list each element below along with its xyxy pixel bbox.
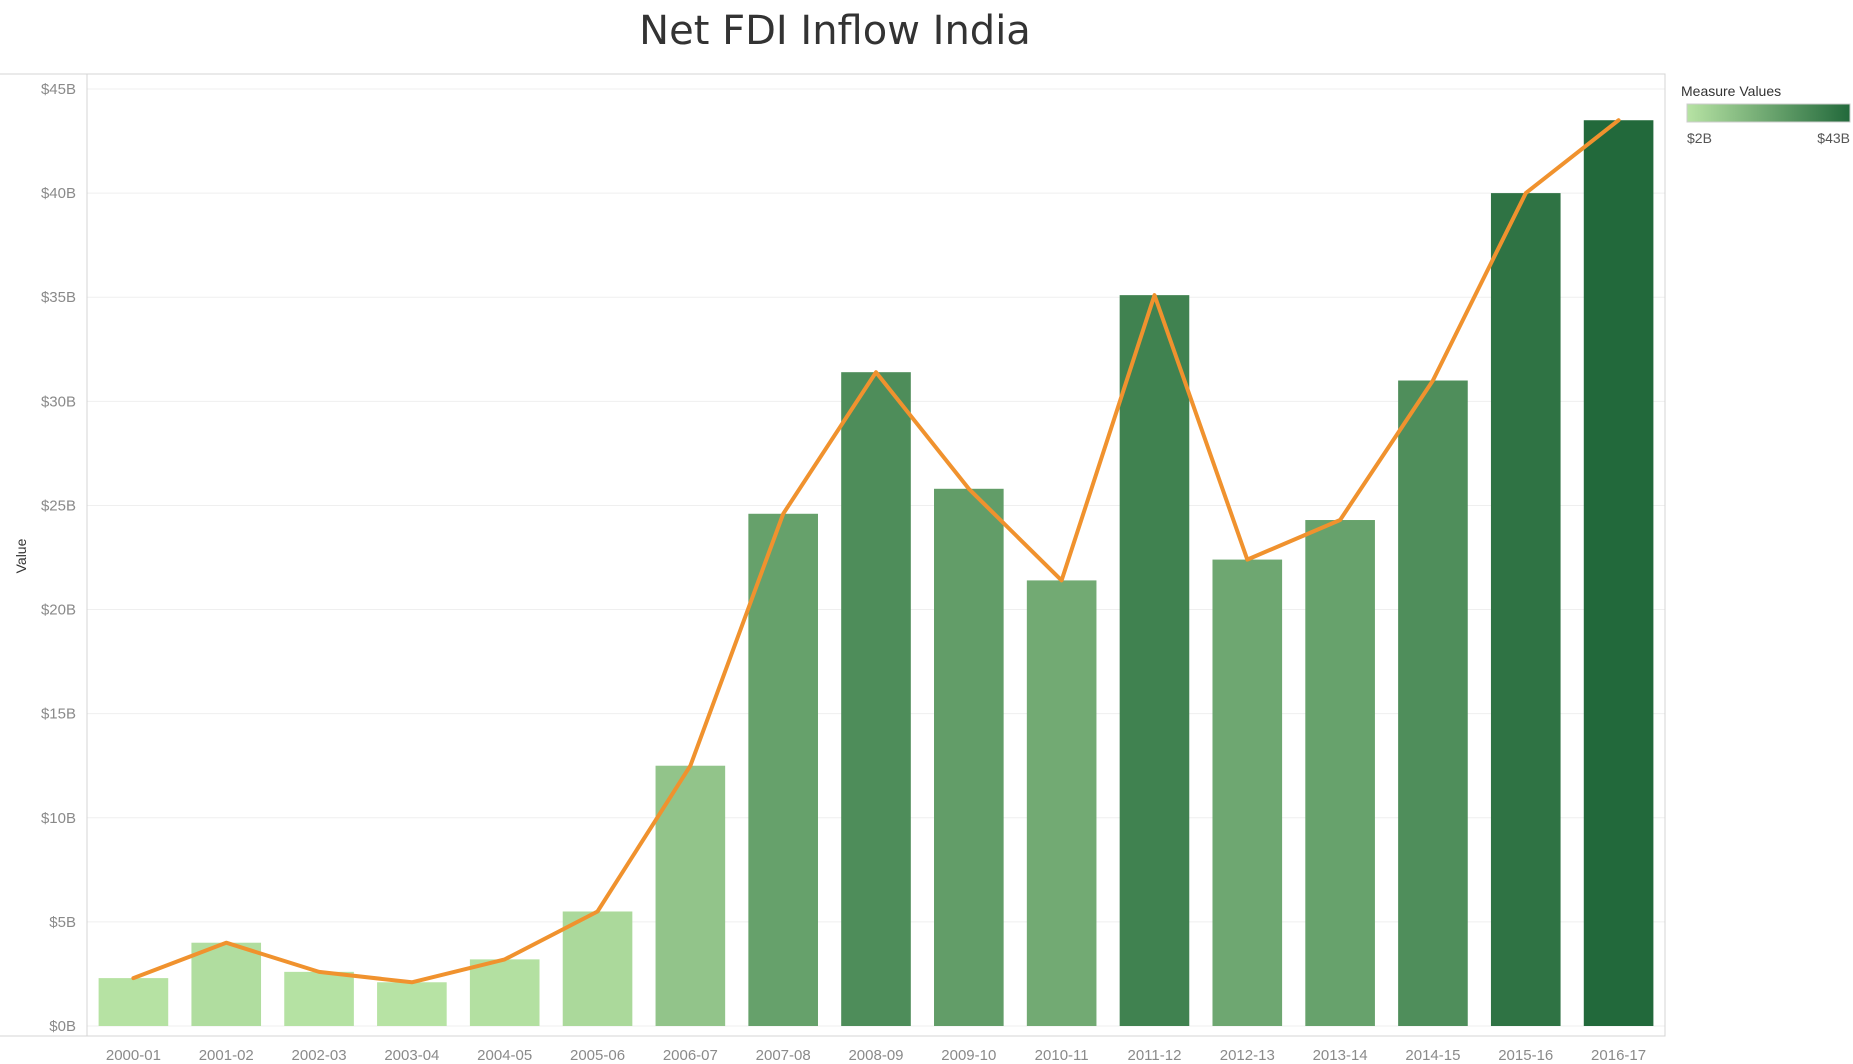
- bar-2013-14: [1305, 520, 1375, 1026]
- x-axis-ticks: 2000-01 2001-02 2002-03 2003-04 2004-05 2005-…: [106, 1047, 1646, 1064]
- x-tick-label: 2001-02: [199, 1047, 254, 1064]
- legend-color-ramp: [1686, 103, 1851, 123]
- y-tick-label: $5B: [49, 914, 76, 931]
- y-tick-label: $20B: [41, 602, 76, 619]
- x-tick-label: 2016-17: [1591, 1047, 1646, 1064]
- x-tick-label: 2004-05: [477, 1047, 532, 1064]
- bar-2003-04: [377, 982, 447, 1026]
- bar-2016-17: [1583, 120, 1654, 1026]
- x-tick-label: 2007-08: [756, 1047, 811, 1064]
- x-tick-label: 2006-07: [663, 1047, 718, 1064]
- x-tick-label: 2012-13: [1220, 1047, 1275, 1064]
- y-tick-label: $15B: [41, 706, 76, 723]
- x-tick-label: 2000-01: [106, 1047, 161, 1064]
- bar-2010-11: [1026, 580, 1097, 1026]
- bar-2000-01: [98, 978, 169, 1026]
- y-axis-ticks: $0B $5B $10B $15B $20B $25B $30B $35B $40B $45B: [41, 81, 76, 1035]
- bar-2005-06: [562, 911, 633, 1026]
- legend-min-label: $2B: [1687, 130, 1712, 146]
- y-tick-label: $40B: [41, 185, 76, 202]
- chart-title: Net FDI Inflow India: [639, 8, 1031, 54]
- bar-2014-15: [1398, 380, 1468, 1026]
- x-tick-label: 2002-03: [292, 1047, 347, 1064]
- bar-2011-12: [1119, 295, 1190, 1026]
- bar-2009-10: [934, 488, 1004, 1027]
- y-tick-label: $30B: [41, 393, 76, 410]
- bars: [98, 120, 1654, 1027]
- trend-line-layer: [131, 118, 1621, 985]
- y-axis-title: Value: [13, 538, 29, 573]
- legend-title: Measure Values: [1681, 83, 1781, 99]
- x-tick-label: 2011-12: [1128, 1047, 1182, 1064]
- x-tick-label: 2014-15: [1405, 1047, 1460, 1064]
- trend-line: [131, 118, 1621, 985]
- y-tick-label: $45B: [41, 81, 76, 98]
- x-tick-label: 2003-04: [384, 1047, 439, 1064]
- y-tick-label: $35B: [41, 289, 76, 306]
- legend-max-label: $43B: [1817, 130, 1850, 146]
- x-tick-label: 2010-11: [1035, 1047, 1089, 1064]
- plot-frame: [0, 73, 1666, 1037]
- x-tick-label: 2013-14: [1313, 1047, 1368, 1064]
- bar-2002-03: [284, 971, 354, 1026]
- bar-2006-07: [655, 765, 726, 1026]
- plot-border: [86, 73, 1666, 1037]
- x-tick-label: 2009-10: [941, 1047, 996, 1064]
- bar-2007-08: [748, 513, 818, 1026]
- x-tick-label: 2015-16: [1498, 1047, 1553, 1064]
- y-tick-label: $0B: [49, 1018, 76, 1035]
- bar-2015-16: [1490, 193, 1561, 1027]
- x-tick-label: 2005-06: [570, 1047, 625, 1064]
- y-tick-label: $25B: [41, 497, 76, 514]
- y-tick-label: $10B: [41, 810, 76, 827]
- bar-2001-02: [191, 942, 262, 1026]
- legend: Measure Values $2B $43B: [1681, 83, 1851, 146]
- x-tick-label: 2008-09: [848, 1047, 903, 1064]
- bar-2008-09: [841, 372, 911, 1026]
- bar-2004-05: [469, 959, 540, 1026]
- bar-2012-13: [1212, 559, 1283, 1026]
